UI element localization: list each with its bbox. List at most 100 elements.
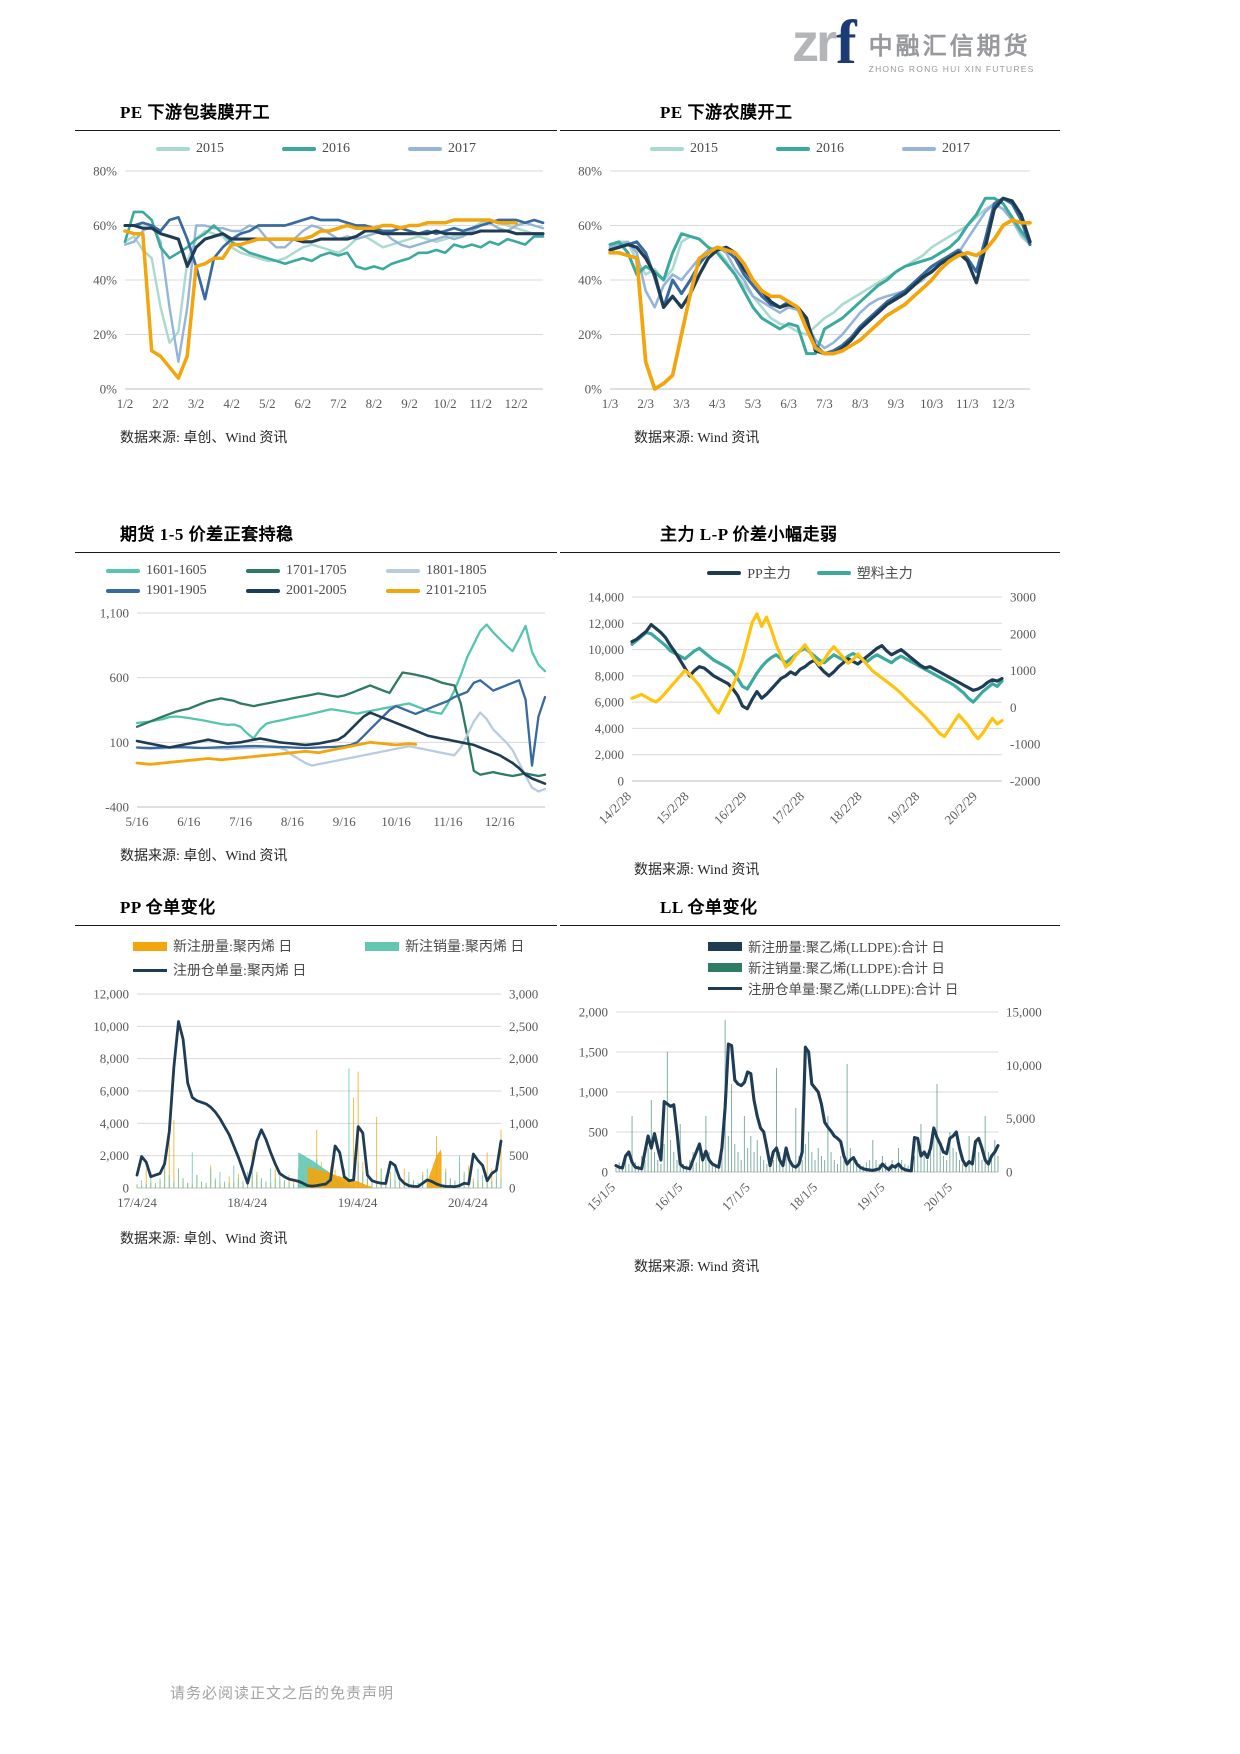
x-axis-tick: 8/16 <box>281 814 305 829</box>
right-axis-tick: 3000 <box>1010 590 1036 605</box>
legend-swatch <box>282 147 316 151</box>
legend-item: 新注销量:聚乙烯(LLDPE):合计 日 <box>708 957 1060 977</box>
legend-swatch <box>650 147 684 151</box>
x-axis-tick: 6/2 <box>295 396 312 411</box>
x-axis-tick: 8/2 <box>366 396 383 411</box>
right-axis-tick: -1000 <box>1010 737 1040 752</box>
legend-item: 2017 <box>902 141 970 157</box>
legend-label: 2017 <box>448 141 476 156</box>
x-axis-tick: 1/2 <box>117 396 134 411</box>
legend-label: 1801-1805 <box>426 563 487 578</box>
x-axis-tick: 4/3 <box>709 396 726 411</box>
chart-title: 期货 1-5 价差正套持稳 <box>120 525 294 544</box>
legend-swatch <box>106 589 140 593</box>
right-axis-tick: 1000 <box>1010 663 1036 678</box>
left-axis-tick: 80% <box>93 164 117 179</box>
x-axis-tick: 8/3 <box>852 396 869 411</box>
legend-swatch <box>707 571 742 575</box>
x-axis-tick: 4/2 <box>223 396 240 411</box>
legend-item: 新注销量:聚丙烯 日 <box>365 936 597 956</box>
right-axis-tick: 3,000 <box>509 987 538 1002</box>
right-axis-tick: 5,000 <box>1006 1111 1035 1126</box>
legend-swatch <box>408 147 442 151</box>
x-axis-tick: 9/3 <box>888 396 905 411</box>
legend-label: 新注册量:聚乙烯(LLDPE):合计 日 <box>748 940 945 955</box>
x-axis-tick: 12/2 <box>505 396 528 411</box>
series-line <box>135 740 418 766</box>
left-axis-tick: 20% <box>578 327 602 342</box>
right-axis-tick: 15,000 <box>1006 1005 1042 1020</box>
legend-item: 塑料主力 <box>816 563 913 583</box>
x-axis-tick: 5/16 <box>125 814 149 829</box>
data-source: 数据来源: 卓创、Wind 资讯 <box>120 431 288 446</box>
left-axis-tick: 0% <box>100 382 118 397</box>
legend-label: 2001-2005 <box>286 583 347 598</box>
legend-label: 2016 <box>322 141 350 156</box>
line-chart-svg: 2,0001,5001,000500015,00010,0005,000015/… <box>579 1005 1042 1214</box>
chart-title: LL 仓单变化 <box>660 898 758 917</box>
left-axis-tick: 10,000 <box>588 642 624 657</box>
legend-item: 2017 <box>408 141 476 157</box>
logo-company-name-en: ZHONG RONG HUI XIN FUTURES <box>868 64 1035 74</box>
series-line <box>608 196 1032 356</box>
left-axis-tick: 6,000 <box>100 1084 129 1099</box>
left-axis-tick: 1,000 <box>579 1085 608 1100</box>
x-axis-tick: 6/3 <box>780 396 797 411</box>
data-source: 数据来源: Wind 资讯 <box>634 1260 760 1275</box>
x-axis-tick: 1/3 <box>602 396 619 411</box>
line-chart-svg: 14,000 12,000 10,000 8,000 6,000 4,000 2,000 0 3… <box>588 590 1040 828</box>
series-line <box>630 630 1004 704</box>
right-axis-tick: 0 <box>1006 1165 1013 1180</box>
chart-title: PE 下游农膜开工 <box>660 103 793 122</box>
legend-swatch <box>386 589 420 593</box>
chart-panel-pe-packaging-film: PE 下游包装膜开工 2015 2016 2017 80% 60% 40% 20% 0% 1/… <box>75 98 557 447</box>
legend-swatch <box>386 569 420 573</box>
legend-swatch <box>816 571 851 575</box>
legend-swatch <box>776 147 810 151</box>
right-axis-tick: 2,500 <box>509 1019 538 1034</box>
data-source: 数据来源: 卓创、Wind 资讯 <box>120 849 288 864</box>
x-axis-tick: 7/2 <box>330 396 347 411</box>
x-axis-tick: 3/3 <box>673 396 690 411</box>
x-axis-tick: 18/1/5 <box>786 1180 820 1214</box>
legend-swatch <box>156 147 190 151</box>
legend-swatch <box>902 147 936 151</box>
data-source: 数据来源: Wind 资讯 <box>634 863 760 878</box>
chart-panel-ll-warrants: LL 仓单变化 新注册量:聚乙烯(LLDPE):合计 日新注销量:聚乙烯(LLD… <box>560 893 1060 1276</box>
series-line <box>123 223 545 268</box>
legend-item: 新注册量:聚乙烯(LLDPE):合计 日 <box>708 936 1060 956</box>
right-axis-tick: 10,000 <box>1006 1058 1042 1073</box>
left-axis-tick: 1,100 <box>100 606 129 621</box>
legend-swatch <box>133 968 167 972</box>
title-underline <box>75 130 557 131</box>
left-axis-tick: -400 <box>105 800 129 815</box>
right-axis-tick: 2,000 <box>509 1051 538 1066</box>
left-axis-tick: 0 <box>123 1181 130 1196</box>
x-axis-tick: 17/1/5 <box>719 1180 753 1214</box>
left-axis-tick: 1,500 <box>579 1045 608 1060</box>
left-axis-tick: 2,000 <box>579 1005 608 1020</box>
left-axis-tick: 4,000 <box>100 1116 129 1131</box>
left-axis-tick: 100 <box>110 735 130 750</box>
area-wedge <box>427 1149 442 1188</box>
right-axis-tick: 0 <box>509 1181 516 1196</box>
x-axis-tick: 20/1/5 <box>921 1180 955 1214</box>
x-axis-tick: 12/16 <box>485 814 515 829</box>
title-underline <box>75 925 557 926</box>
chart-legend: 2015 2016 2017 <box>560 141 1060 157</box>
left-axis-tick: 14,000 <box>588 590 624 605</box>
x-axis-tick: 11/16 <box>433 814 463 829</box>
series-line <box>123 215 545 301</box>
series-line <box>135 711 547 785</box>
right-axis-tick: 1,500 <box>509 1084 538 1099</box>
right-axis-tick: 1,000 <box>509 1116 538 1131</box>
legend-item: 1801-1805 <box>386 563 526 579</box>
legend-label: 2015 <box>690 141 718 156</box>
legend-item: PP主力 <box>707 563 791 583</box>
series-line <box>123 210 545 271</box>
x-axis-tick: 12/3 <box>992 396 1015 411</box>
x-axis-tick: 6/16 <box>177 814 201 829</box>
series-line <box>608 202 1032 336</box>
legend-item: 2001-2005 <box>246 583 386 599</box>
